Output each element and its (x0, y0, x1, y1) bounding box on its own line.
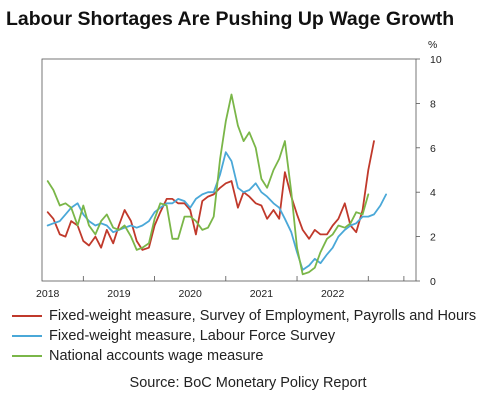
x-tick-label: 2019 (107, 288, 131, 300)
y-tick-label: 4 (430, 187, 436, 199)
x-tick-label: 2022 (321, 288, 345, 300)
legend-swatch-sephs (12, 315, 42, 317)
y-tick-label: 8 (430, 98, 436, 110)
series-line-1 (46, 140, 375, 251)
chart-title: Labour Shortages Are Pushing Up Wage Gro… (6, 8, 455, 30)
legend-item-national-accounts: National accounts wage measure (12, 346, 492, 366)
y-axis-unit: % (428, 39, 437, 51)
chart-series-group (46, 93, 387, 276)
series-line-3 (46, 93, 370, 276)
plot-frame (41, 58, 417, 282)
legend-label-sephs: Fixed-weight measure, Survey of Employme… (49, 308, 477, 324)
y-tick-label: 0 (430, 276, 436, 288)
legend-swatch-lfs (12, 335, 42, 337)
y-tick-label: 10 (430, 54, 442, 66)
chart-axes: 0 2 4 6 8 10% 2018 2019 2020 2021 2022 (36, 39, 442, 300)
x-tick-label: 2020 (178, 288, 202, 300)
y-tick-label: 6 (430, 143, 436, 155)
source-note: Source: BoC Monetary Policy Report (129, 375, 367, 391)
y-tick-label: 2 (430, 232, 436, 244)
legend-label-national-accounts: National accounts wage measure (49, 348, 264, 364)
chart-legend: Fixed-weight measure, Survey of Employme… (12, 306, 492, 366)
x-tick-label: 2021 (250, 288, 274, 300)
legend-swatch-national-accounts (12, 355, 42, 357)
legend-item-sephs: Fixed-weight measure, Survey of Employme… (12, 306, 492, 326)
legend-label-lfs: Fixed-weight measure, Labour Force Surve… (49, 328, 336, 344)
legend-item-lfs: Fixed-weight measure, Labour Force Surve… (12, 326, 492, 346)
series-line-2 (46, 151, 387, 271)
x-tick-label: 2018 (36, 288, 60, 300)
